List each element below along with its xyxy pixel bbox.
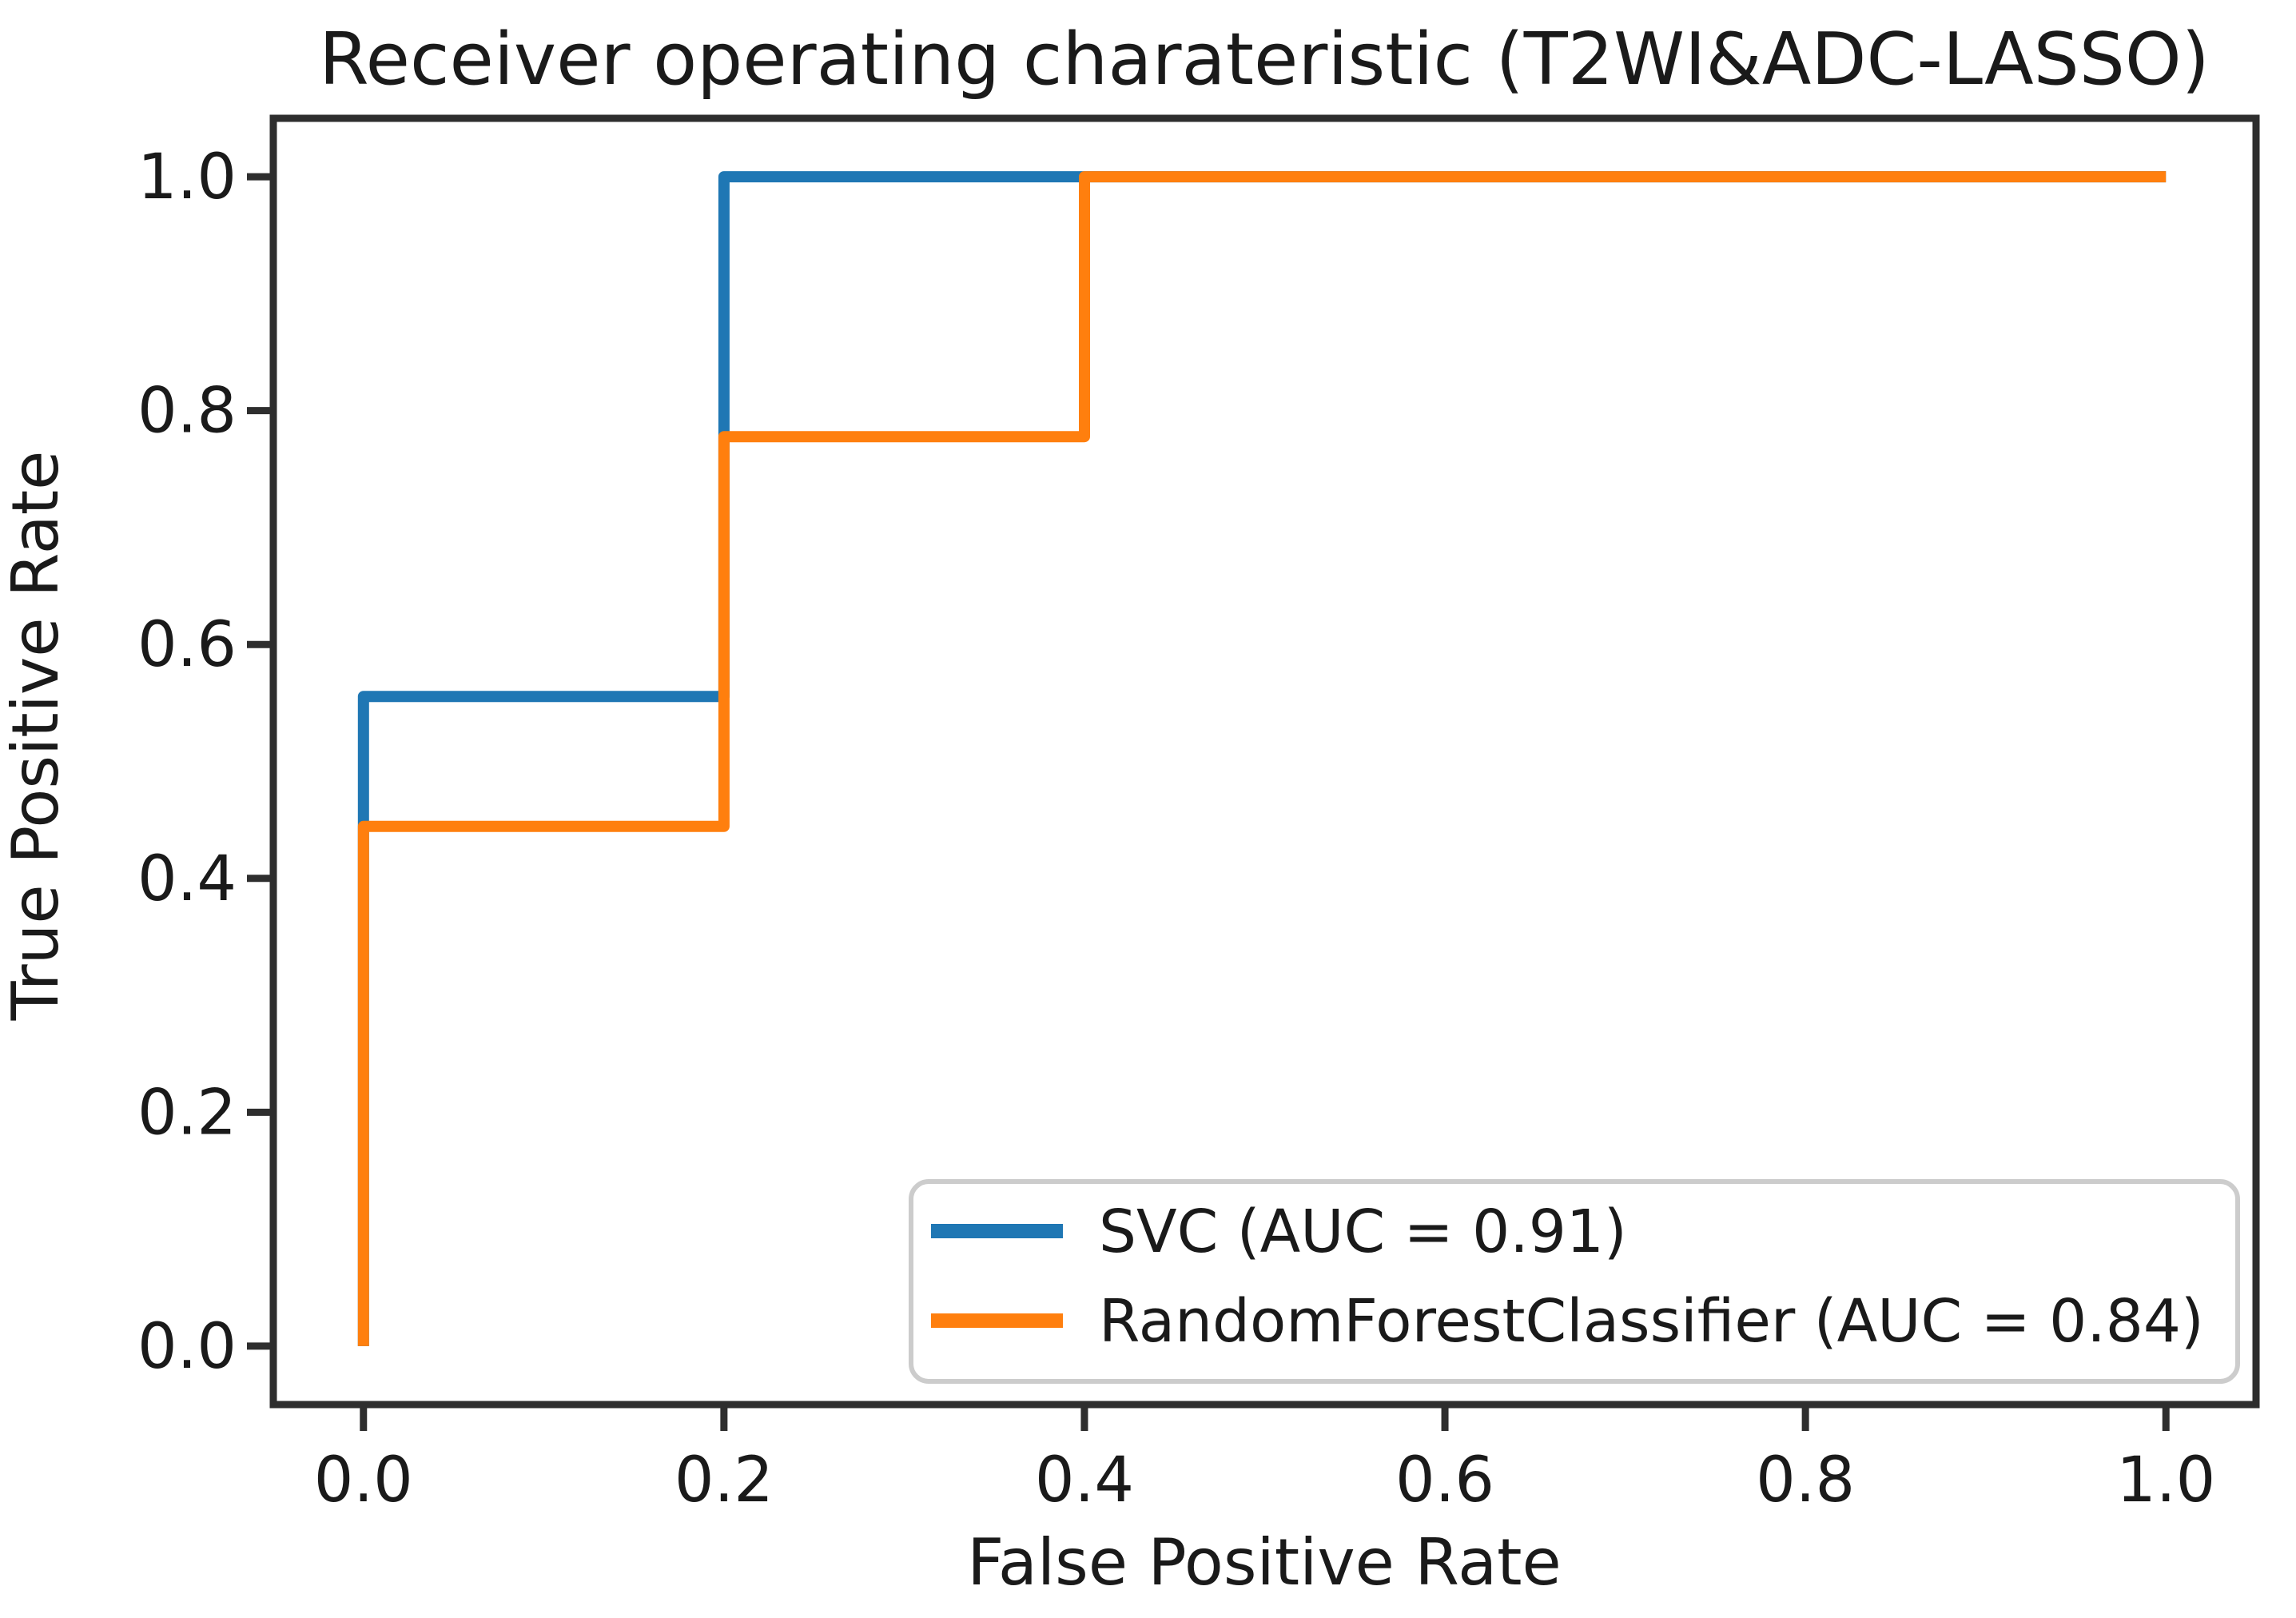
y-tick-label: 0.4 <box>137 843 237 915</box>
legend-box: SVC (AUC = 0.91) RandomForestClassifier … <box>909 1179 2240 1384</box>
tick-labels-group: 0.0 0.2 0.4 0.6 0.8 1.0 0.0 0.2 0.4 0.6 0.8 1.0 <box>137 141 2215 1516</box>
x-tick-label: 1.0 <box>2116 1445 2215 1516</box>
x-tick-label: 0.0 <box>314 1445 413 1516</box>
tick-marks-group <box>247 173 2170 1431</box>
y-axis-label: True Positive Rate <box>0 451 73 1022</box>
y-tick-label: 0.2 <box>137 1077 237 1149</box>
y-tick-label: 1.0 <box>137 141 237 213</box>
roc-curve-randomforestclassifier <box>357 171 2167 1346</box>
y-tick-label: 0.0 <box>137 1311 237 1383</box>
legend-entry-svc: SVC (AUC = 0.91) <box>1099 1198 1627 1266</box>
y-tick-label: 0.8 <box>137 376 237 448</box>
x-tick-label: 0.8 <box>1756 1445 1855 1516</box>
y-tick-label: 0.6 <box>137 609 237 681</box>
legend-entry-randomforest: RandomForestClassifier (AUC = 0.84) <box>1099 1287 2204 1356</box>
roc-curves-group <box>357 171 2167 1346</box>
x-tick-label: 0.6 <box>1395 1445 1494 1516</box>
axes-frame <box>269 114 2260 1409</box>
x-tick-label: 0.4 <box>1035 1445 1134 1516</box>
chart-title: Receiver operating charateristic (T2WI&A… <box>319 18 2210 102</box>
legend-frame <box>909 1179 2240 1384</box>
x-axis-label: False Positive Rate <box>967 1525 1562 1600</box>
x-tick-label: 0.2 <box>674 1445 774 1516</box>
